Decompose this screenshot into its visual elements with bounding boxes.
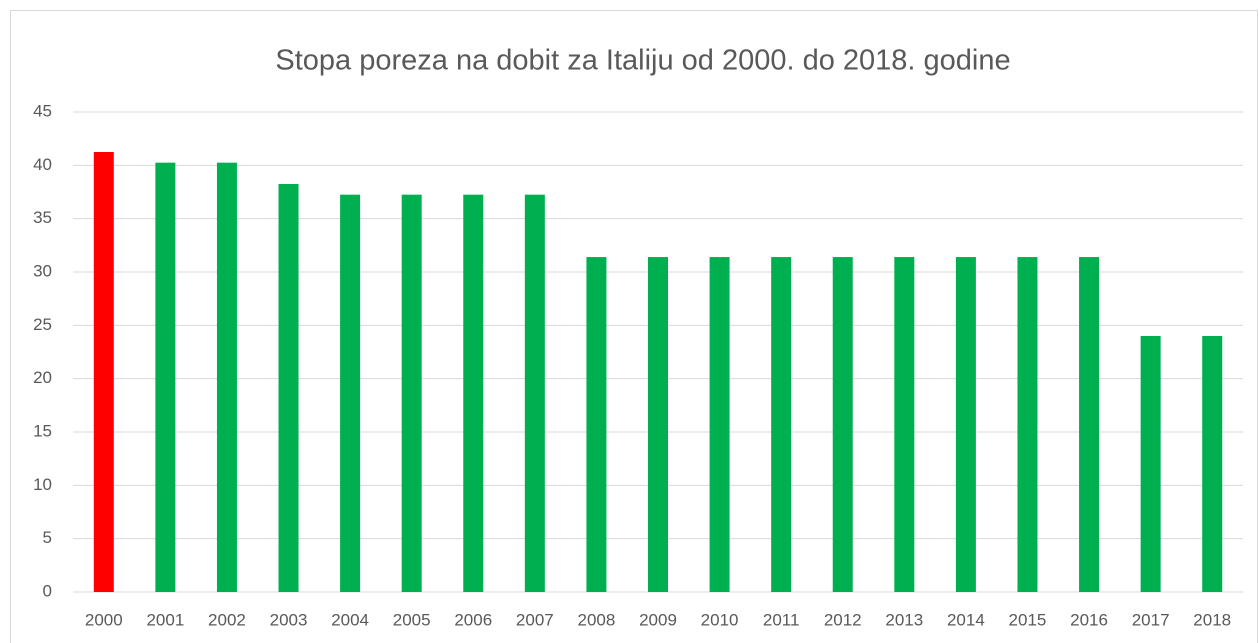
bar: [93, 152, 114, 592]
x-tick-label: 2010: [701, 610, 739, 629]
y-tick-label: 15: [33, 421, 52, 440]
y-tick-label: 25: [33, 315, 52, 334]
y-tick-label: 40: [33, 155, 52, 174]
bar: [771, 257, 792, 592]
x-tick-label: 2005: [393, 610, 431, 629]
y-tick-label: 5: [43, 528, 52, 547]
x-tick-label: 2013: [885, 610, 923, 629]
bar: [1140, 336, 1161, 592]
x-tick-label: 2009: [639, 610, 677, 629]
chart-frame: [10, 10, 1258, 643]
chart-title: Stopa poreza na dobit za Italiju od 2000…: [275, 45, 1010, 77]
bar: [155, 162, 176, 592]
x-tick-label: 2008: [578, 610, 616, 629]
x-tick-label: 2012: [824, 610, 862, 629]
x-tick-label: 2015: [1009, 610, 1047, 629]
bar: [1202, 336, 1223, 592]
x-tick-label: 2004: [331, 610, 369, 629]
bar: [401, 194, 422, 592]
x-tick-label: 2011: [763, 610, 800, 629]
bar: [586, 257, 607, 592]
bar: [955, 257, 976, 592]
bar: [1079, 257, 1100, 592]
bar: [894, 257, 915, 592]
bar: [832, 257, 853, 592]
y-tick-label: 20: [33, 368, 52, 387]
bar: [524, 194, 545, 592]
x-tick-label: 2001: [146, 610, 184, 629]
x-tick-label: 2007: [516, 610, 554, 629]
x-tick-label: 2006: [454, 610, 492, 629]
y-tick-label: 35: [33, 208, 52, 227]
y-tick-label: 30: [33, 261, 52, 280]
x-tick-label: 2003: [270, 610, 308, 629]
bar: [278, 184, 299, 592]
bar: [709, 257, 730, 592]
x-tick-label: 2018: [1193, 610, 1231, 629]
y-tick-label: 45: [33, 101, 52, 120]
x-tick-label: 2016: [1070, 610, 1108, 629]
bar: [216, 162, 237, 592]
x-tick-label: 2017: [1132, 610, 1170, 629]
bar: [463, 194, 484, 592]
x-tick-label: 2000: [85, 610, 123, 629]
y-tick-label: 0: [43, 581, 52, 600]
y-tick-label: 10: [33, 475, 52, 494]
bar: [648, 257, 668, 592]
x-tick-label: 2014: [947, 610, 985, 629]
bar: [1017, 257, 1038, 592]
bar: [340, 194, 361, 592]
x-tick-label: 2002: [208, 610, 246, 629]
